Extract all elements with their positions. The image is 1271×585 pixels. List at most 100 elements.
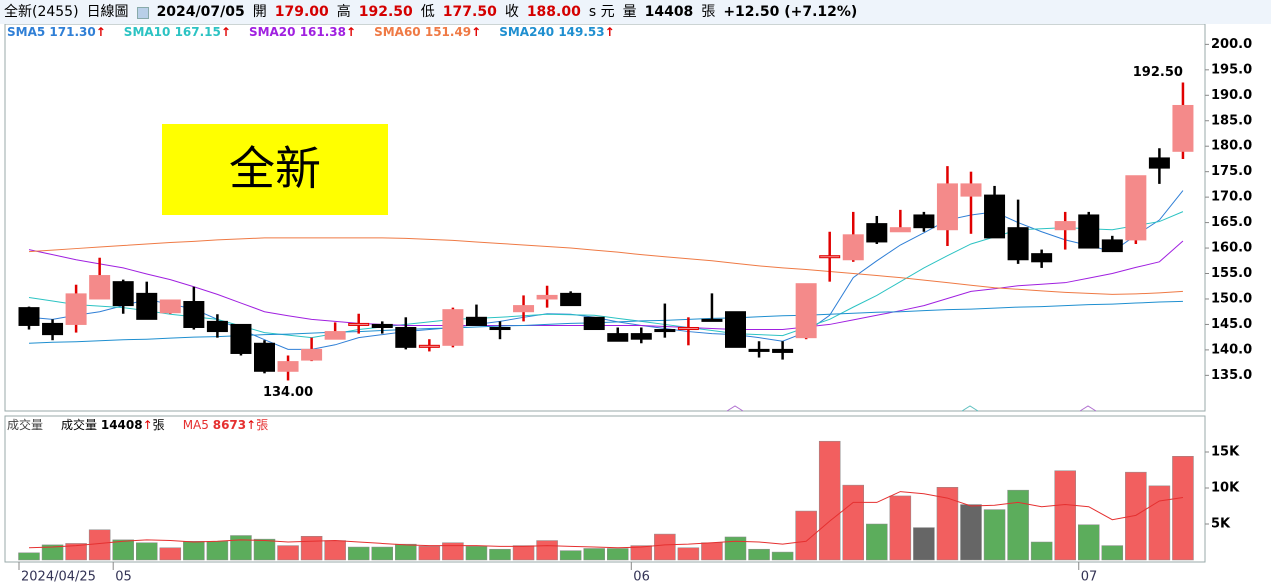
watermark: 全新 xyxy=(229,142,321,196)
y-tick-label: 185.0 xyxy=(1211,113,1252,128)
volume-bar xyxy=(701,542,723,561)
period[interactable]: 日線圖 xyxy=(86,4,129,20)
y-tick-label: 175.0 xyxy=(1211,164,1252,179)
field-label: 高 xyxy=(336,4,351,20)
price-legend: SMA5 171.30↑ SMA10 167.15↑ SMA20 161.38↑ SM… xyxy=(7,25,615,39)
volume-bar xyxy=(136,542,158,561)
volume-title: 成交量 xyxy=(7,418,44,432)
y-tick-label: 200.0 xyxy=(1211,37,1252,52)
y-tick-label: 135.0 xyxy=(1211,368,1252,383)
volume-bar xyxy=(512,545,535,561)
volume-bar xyxy=(1172,456,1194,561)
candle-body xyxy=(1125,175,1147,241)
volume-bar xyxy=(842,484,864,561)
candle-body xyxy=(1148,157,1170,169)
y-tick-label: 170.0 xyxy=(1211,190,1252,205)
field-value: 14408 xyxy=(644,4,694,20)
volume-legend: 成交量 成交量 14408↑張 MA5 8673↑張 xyxy=(7,416,268,433)
legend-item: 成交量 14408↑張 xyxy=(61,416,165,433)
x-tick-label: 2024/04/25 xyxy=(21,570,96,585)
candle-body xyxy=(230,323,252,354)
candle-body xyxy=(136,292,158,320)
volume-bar xyxy=(1078,524,1100,561)
candle-body xyxy=(677,326,699,331)
y-tick-label: 150.0 xyxy=(1211,291,1252,306)
candle-body xyxy=(277,361,299,372)
legend-trend: ↑ xyxy=(346,25,357,39)
legend-item: SMA60 151.49↑ xyxy=(374,25,481,39)
candle-body xyxy=(536,294,558,300)
candle-body xyxy=(1101,239,1123,253)
legend-item: SMA5 171.30↑ xyxy=(7,25,106,39)
legend-name: MA5 xyxy=(182,418,209,432)
volume-bar xyxy=(371,546,393,561)
watermark-box xyxy=(162,124,388,215)
legend-unit: 張 xyxy=(152,418,165,432)
volume-bar xyxy=(324,540,346,561)
field-label: 收 xyxy=(504,4,519,20)
field-value: 179.00 xyxy=(274,4,329,20)
candle-body xyxy=(395,326,417,348)
legend-name: SMA60 xyxy=(374,25,421,39)
candle-body xyxy=(489,326,511,331)
legend-value: 149.53 xyxy=(558,25,605,39)
ma-line xyxy=(28,491,1184,549)
volume-bar xyxy=(536,540,558,561)
annotation: 134.00 xyxy=(263,385,313,400)
candle-body xyxy=(913,214,935,229)
y-tick-label: 160.0 xyxy=(1211,241,1252,256)
candle-body xyxy=(583,316,605,331)
volume-bar xyxy=(277,545,299,561)
annotation: 192.50 xyxy=(1133,65,1183,80)
volume-bar xyxy=(960,504,982,561)
candle-body xyxy=(371,323,393,328)
volume-bar xyxy=(395,543,417,561)
volume-bar xyxy=(206,541,229,561)
candle-body xyxy=(795,283,817,339)
x-tick-label: 07 xyxy=(1081,570,1098,585)
candle-body xyxy=(183,301,205,328)
field-label: 開 xyxy=(252,4,267,20)
y-tick-label: 155.0 xyxy=(1211,266,1252,281)
candle-body xyxy=(842,234,864,261)
volume-bar xyxy=(41,544,64,561)
legend-trend: ↑ xyxy=(604,25,615,39)
ma-line xyxy=(28,237,1183,295)
volume-bar xyxy=(442,542,464,561)
dropdown-icon[interactable] xyxy=(136,7,149,19)
field-label: 低 xyxy=(420,4,435,20)
volume-bar xyxy=(1148,485,1171,561)
candle-body xyxy=(936,183,958,231)
legend-item: MA5 8673↑張 xyxy=(183,416,269,433)
volume-bar xyxy=(983,509,1006,561)
legend-value: 151.49 xyxy=(424,25,472,39)
candle-body xyxy=(725,311,746,348)
y-tick-label: 10K xyxy=(1211,481,1240,496)
volume-bar xyxy=(771,551,794,561)
candle-body xyxy=(748,348,770,352)
candle-body xyxy=(560,292,582,307)
candle-body xyxy=(772,348,794,353)
price-panel xyxy=(4,23,1206,412)
volume-bar xyxy=(559,550,582,561)
candle-body xyxy=(889,227,911,233)
legend-trend: ↑ xyxy=(95,25,106,39)
candle-body xyxy=(984,194,1006,239)
y-tick-label: 5K xyxy=(1211,517,1231,532)
candle-body xyxy=(112,281,134,307)
legend-trend: ↑ xyxy=(142,418,153,432)
candle-body xyxy=(465,316,487,326)
legend-value: 8673 xyxy=(212,418,247,432)
header: 全新(2455) 日線圖 2024/07/05 開 179.00 高 192.50 低 1… xyxy=(0,0,1271,24)
volume-bar xyxy=(795,510,817,561)
y-tick-label: 180.0 xyxy=(1211,139,1252,154)
candle-body xyxy=(1078,214,1100,249)
volume-bar xyxy=(489,548,511,561)
marker xyxy=(1079,405,1097,412)
field-value: 192.50 xyxy=(358,4,413,20)
field-label: 量 xyxy=(622,4,637,20)
volume-bar xyxy=(1101,545,1124,561)
volume-bar xyxy=(1125,471,1147,561)
volume-bar xyxy=(866,523,888,561)
